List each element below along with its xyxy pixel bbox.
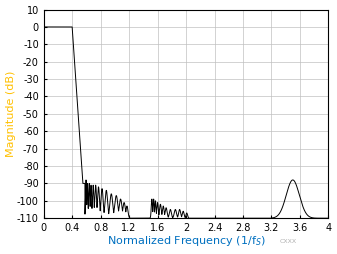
X-axis label: Normalized Frequency (1/f$_S$): Normalized Frequency (1/f$_S$) [106,234,266,248]
Text: CXXX: CXXX [279,239,297,244]
Y-axis label: Magnitude (dB): Magnitude (dB) [5,71,16,157]
